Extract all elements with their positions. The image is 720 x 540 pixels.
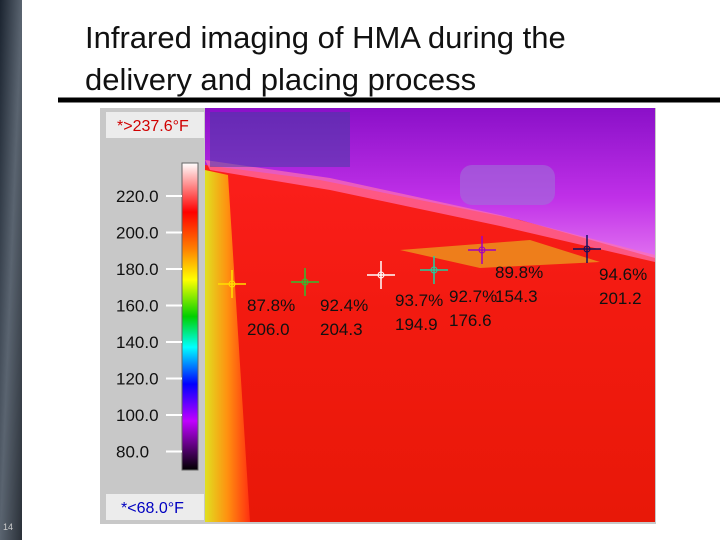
marker-temperature: 176.6 — [449, 311, 492, 330]
min-label: *<68.0°F — [121, 500, 184, 517]
crosshair-dot — [478, 246, 486, 254]
marker-temperature: 204.3 — [320, 320, 363, 339]
scale-tick-label: 220.0 — [116, 187, 159, 206]
marker-temperature: 194.9 — [395, 315, 438, 334]
thermal-image: *>237.6°F *<68.0°F — [100, 108, 656, 524]
crosshair-dot — [430, 266, 438, 274]
max-label: *>237.6°F — [117, 118, 189, 135]
label-box — [106, 494, 204, 520]
scale-tick-label: 100.0 — [116, 406, 159, 425]
marker-temperature: 201.2 — [599, 289, 642, 308]
paver — [210, 112, 350, 167]
marker-temperature: 154.3 — [495, 287, 538, 306]
scale-tick-label: 200.0 — [116, 224, 159, 243]
crosshair-dot — [377, 271, 385, 279]
slide-number: 14 — [3, 522, 13, 532]
color-scale — [181, 162, 199, 471]
crosshair-dot — [228, 280, 236, 288]
scale-ticks: 220.0 200.0 180.0 160.0 140.0 120.0 100.0 80.0 — [116, 187, 182, 462]
title-line: Infrared imaging of HMA during the — [85, 20, 566, 55]
side-photo — [0, 0, 22, 540]
scale-tick-label: 160.0 — [116, 297, 159, 316]
road-edge — [205, 160, 655, 262]
label-box — [106, 112, 204, 138]
markers: 87.8% 206.0 92.4% 204.3 93.7% 194.9 92.7% 176.6… — [218, 235, 647, 339]
marker-percent: 87.8% — [247, 296, 295, 315]
marker-percent: 89.8% — [495, 263, 543, 282]
marker-percent: 94.6% — [599, 265, 647, 284]
scale-tick-label: 80.0 — [116, 443, 149, 462]
title-line: delivery and placing process — [85, 62, 476, 97]
warm-edge — [205, 170, 250, 522]
marker-temperature: 206.0 — [247, 320, 290, 339]
car — [460, 165, 555, 205]
marker-percent: 92.4% — [320, 296, 368, 315]
marker-percent: 93.7% — [395, 291, 443, 310]
scale-tick-label: 140.0 — [116, 333, 159, 352]
marker-percent: 92.7% — [449, 287, 497, 306]
scale-tick-label: 180.0 — [116, 260, 159, 279]
scale-tick-label: 120.0 — [116, 370, 159, 389]
crosshair-dot — [583, 245, 591, 253]
cool-zone — [400, 240, 600, 268]
crosshair-dot — [301, 278, 309, 286]
